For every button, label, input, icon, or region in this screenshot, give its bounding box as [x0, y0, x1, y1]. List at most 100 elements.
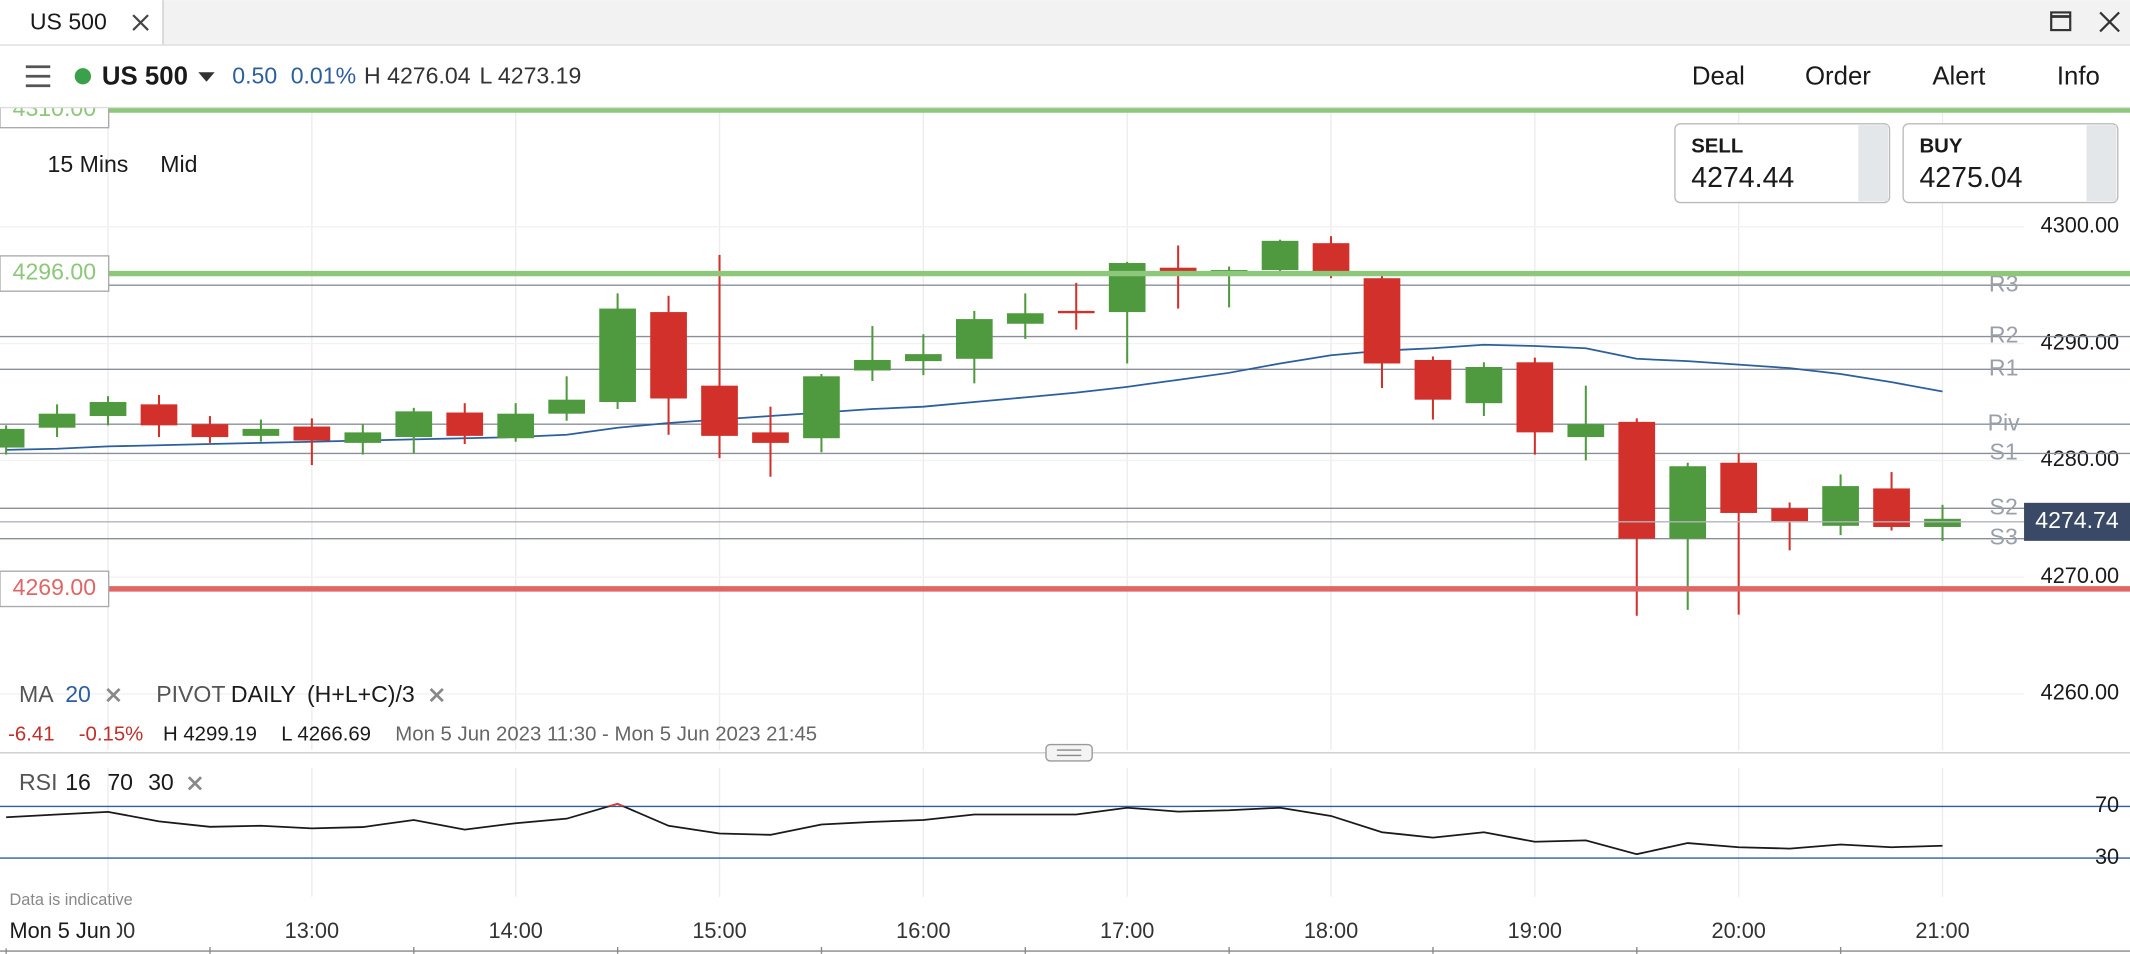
- tab-title: US 500: [30, 8, 107, 34]
- candle-body: [1771, 508, 1808, 522]
- rsi-line: [6, 802, 1943, 856]
- tab-close[interactable]: [132, 14, 149, 31]
- candle-body: [1057, 310, 1095, 314]
- data-note: Data is indicative: [10, 891, 133, 909]
- pivot-label: S2: [1990, 493, 2018, 519]
- pivot-label: Piv: [1988, 409, 2021, 435]
- sell-label: SELL: [1691, 135, 1743, 157]
- pivot-formula: (H+L+C)/3: [307, 681, 415, 707]
- candle-body: [1669, 466, 1707, 539]
- sell-strip: [1858, 125, 1889, 202]
- candle-body: [38, 413, 76, 428]
- rsi-period: 16: [65, 769, 91, 795]
- candle-body: [1006, 313, 1044, 324]
- x-tick-label: 14:00: [489, 918, 543, 943]
- candle-body: [1618, 421, 1656, 539]
- pivot-label: S3: [1990, 524, 2018, 550]
- buy-box[interactable]: BUY 4275.04: [1902, 123, 2119, 204]
- panel-resize-handle[interactable]: [1045, 743, 1093, 762]
- range-low: L 4266.69: [281, 723, 371, 745]
- handle-grip: [1056, 749, 1082, 757]
- buy-label: BUY: [1919, 135, 1962, 157]
- rsi-tick-label: 70: [2095, 792, 2119, 817]
- current-price-tag: [2024, 502, 2130, 541]
- date-label: Mon 5 Jun: [10, 918, 111, 943]
- rsi-label: RSI: [19, 769, 57, 795]
- session-high: H 4276.04: [364, 63, 471, 89]
- candle-body: [1465, 366, 1503, 404]
- close-button[interactable]: [2099, 11, 2120, 33]
- change-percent: 0.01%: [291, 63, 356, 89]
- candle-body: [191, 424, 229, 438]
- candle-body: [446, 412, 484, 436]
- candle-body: [548, 399, 585, 414]
- tab[interactable]: [0, 0, 164, 46]
- alert-label: 4269.00: [13, 574, 96, 600]
- range-change: -6.41: [8, 723, 54, 745]
- sell-frame[interactable]: [1674, 123, 1891, 204]
- x-tick-label: 21:00: [1915, 918, 1969, 943]
- buy-frame[interactable]: [1902, 123, 2119, 204]
- session-low: L 4273.19: [480, 63, 582, 89]
- pivot-label: PIVOT: [156, 681, 225, 707]
- candle-body: [1414, 359, 1452, 400]
- chart: 12:0013:0014:0015:0016:0017:0018:0019:00…: [0, 46, 2130, 954]
- instrument-dropdown[interactable]: [198, 72, 215, 82]
- candle-body: [854, 359, 891, 371]
- candle-body: [803, 376, 840, 439]
- x-tick-label: 17:00: [1100, 918, 1154, 943]
- info-button[interactable]: Info: [2057, 62, 2100, 90]
- candle-body: [955, 319, 993, 359]
- candle-body: [1924, 518, 1961, 527]
- x-tick-label: 20:00: [1712, 918, 1766, 943]
- ma-period: 20: [65, 681, 91, 707]
- candle-body: [650, 312, 687, 399]
- x-tick-label: 13:00: [285, 918, 339, 943]
- candle-body: [1873, 488, 1910, 527]
- candle-body: [752, 432, 789, 443]
- x-tick-label: 16:00: [896, 918, 950, 943]
- candle-body: [395, 411, 433, 438]
- y-tick-label: 4270.00: [2041, 563, 2120, 588]
- pivot-period: DAILY: [231, 681, 296, 707]
- rsi-remove[interactable]: [187, 776, 203, 791]
- current-price-label: 4274.74: [2035, 507, 2119, 533]
- candle-body: [1822, 486, 1859, 526]
- range-high: H 4299.19: [163, 723, 257, 745]
- candle-body: [1261, 240, 1299, 271]
- candle-body: [344, 432, 382, 443]
- candle-body: [701, 385, 738, 436]
- alert-tag: [0, 255, 110, 292]
- alert-button[interactable]: Alert: [1932, 62, 1985, 90]
- y-tick-label: 4290.00: [2041, 329, 2120, 354]
- pivot-label: R2: [1989, 322, 2019, 348]
- candle-body: [1363, 278, 1401, 364]
- ma-remove[interactable]: [106, 687, 121, 703]
- pivot-remove[interactable]: [429, 687, 444, 703]
- candle-body: [905, 354, 942, 362]
- candle-body: [1720, 462, 1758, 513]
- candle-body: [1567, 424, 1605, 438]
- tab-bar: [0, 0, 2130, 46]
- candle-body: [242, 428, 280, 436]
- date-label-bg: [0, 915, 117, 949]
- candle-body: [293, 426, 331, 441]
- menu-button[interactable]: [25, 65, 51, 88]
- order-button[interactable]: Order: [1805, 62, 1871, 90]
- deal-button[interactable]: Deal: [1692, 62, 1745, 90]
- price-type[interactable]: Mid: [160, 151, 197, 177]
- y-tick-label: 4280.00: [2041, 446, 2120, 471]
- pivot-label: S1: [1990, 438, 2018, 464]
- change: 0.50: [232, 63, 277, 89]
- instrument-name[interactable]: US 500: [102, 62, 188, 90]
- x-tick-label: 15:00: [692, 918, 746, 943]
- sell-box[interactable]: SELL 4274.44: [1674, 123, 1891, 204]
- timeframe[interactable]: 15 Mins: [48, 151, 129, 177]
- moving-average: [6, 343, 1943, 451]
- maximize-button[interactable]: [2050, 11, 2072, 32]
- pivot-label: R1: [1989, 354, 2019, 380]
- alert-label: 4296.00: [13, 259, 96, 285]
- y-tick-label: 4260.00: [2041, 680, 2120, 705]
